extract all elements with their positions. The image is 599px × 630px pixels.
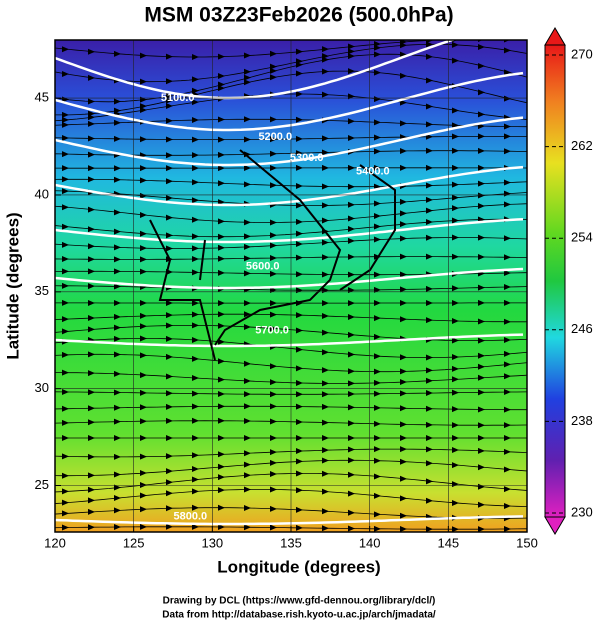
arrow-head [426, 538, 433, 544]
title: MSM 03Z23Feb2026 (500.0hPa) [144, 4, 453, 27]
y-tick-label: 45 [35, 90, 49, 105]
colorbar-tick-label: 254 [571, 230, 593, 245]
contour-label: 5200.0 [258, 131, 292, 143]
arrow-head [166, 542, 173, 548]
x-axis-label: Longitude (degrees) [217, 557, 380, 576]
contour-label: 5700.0 [255, 324, 289, 336]
arrow-head [244, 540, 251, 546]
footer-line: Drawing by DCL (https://www.gfd-dennou.o… [163, 596, 436, 607]
arrow-head [400, 538, 407, 544]
x-tick-label: 135 [280, 535, 302, 550]
footer-line: Data from http://database.rish.kyoto-u.a… [162, 610, 436, 621]
colorbar-tick-label: 238 [571, 413, 593, 428]
colorbar-tick-label: 262 [571, 138, 593, 153]
x-tick-label: 145 [437, 535, 459, 550]
y-tick-label: 30 [35, 380, 49, 395]
colorbar-tick-label: 270 [571, 46, 593, 61]
contour-label: 5400.0 [356, 166, 390, 178]
arrow-head [348, 539, 355, 545]
x-tick-label: 150 [516, 535, 538, 550]
y-axis-label: Latitude (degrees) [3, 212, 22, 359]
contour-label: 5600.0 [246, 261, 280, 273]
colorbar-tick-label: 230 [571, 504, 593, 519]
arrow-head [270, 540, 277, 546]
x-tick-label: 120 [44, 535, 66, 550]
contour-label: 5300.0 [290, 152, 324, 164]
colorbar-tick-label: 246 [571, 321, 593, 336]
arrow-head [478, 539, 485, 545]
contour-label: 5100.0 [161, 92, 195, 104]
y-tick-label: 40 [35, 186, 49, 201]
colorbar [545, 45, 565, 517]
y-tick-label: 35 [35, 283, 49, 298]
x-tick-label: 130 [201, 535, 223, 550]
arrow-head [114, 542, 121, 548]
x-tick-label: 140 [359, 535, 381, 550]
arrow-head [322, 539, 329, 545]
colorbar-max-arrow [545, 28, 565, 45]
arrow-head [192, 541, 199, 547]
contour-label: 5800.0 [173, 510, 207, 522]
y-tick-label: 25 [35, 477, 49, 492]
arrow-head [504, 539, 511, 545]
arrow-head [88, 542, 95, 548]
colorbar-min-arrow [545, 517, 565, 534]
x-tick-label: 125 [123, 535, 145, 550]
